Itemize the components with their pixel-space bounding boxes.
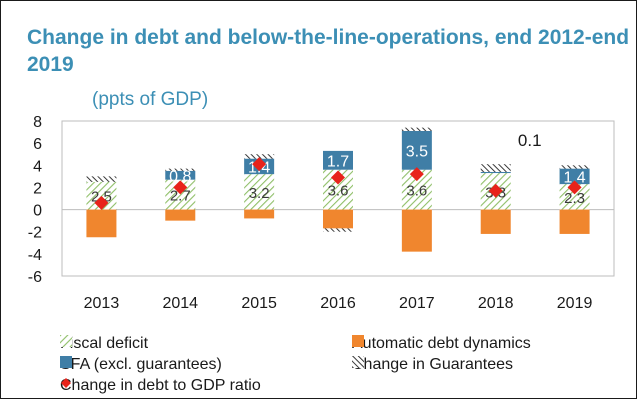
debt-ratio-marker xyxy=(94,195,109,210)
y-tick-label: 2 xyxy=(33,180,42,197)
sfa-bar xyxy=(480,171,511,174)
hatched-green-swatch-icon xyxy=(60,335,72,347)
legend-label: Change in Guarantees xyxy=(352,356,513,373)
debt-ratio-marker xyxy=(173,180,188,195)
automatic-debt-dynamics-bar xyxy=(559,209,590,234)
automatic-debt-dynamics-bar xyxy=(401,209,432,252)
sfa-data-label: 0.1 xyxy=(518,131,542,150)
y-tick-label: 8 xyxy=(33,114,42,131)
x-tick-label: 2014 xyxy=(162,295,198,312)
sfa-bar xyxy=(165,170,196,180)
x-tick-label: 2017 xyxy=(399,295,435,312)
debt-ratio-marker xyxy=(331,170,345,185)
y-tick-label: -2 xyxy=(28,225,42,242)
automatic-debt-dynamics-bar xyxy=(480,209,511,234)
guarantees-bar xyxy=(86,176,117,182)
sfa-data-label: 0.8 xyxy=(169,168,191,185)
legend-item-sfa: SFA (excl. guarantees) xyxy=(60,356,222,374)
legend-label: Automatic debt dynamics xyxy=(352,335,531,352)
fiscal-deficit-data-label: 3.6 xyxy=(406,183,427,200)
hatched-black-swatch-icon xyxy=(352,356,364,368)
fiscal-deficit-data-label: 2.7 xyxy=(170,188,191,205)
y-tick-label: 4 xyxy=(33,158,42,175)
debt-ratio-marker xyxy=(488,183,503,198)
x-tick-label: 2015 xyxy=(241,295,277,312)
fiscal-deficit-data-label: 2.3 xyxy=(564,190,585,207)
sfa-bar xyxy=(401,130,432,170)
fiscal-deficit-bar xyxy=(244,174,275,210)
x-tick-label: 2019 xyxy=(557,295,593,312)
legend-item-change-in-debt: Change in debt to GDP ratio xyxy=(60,377,261,395)
x-tick-label: 2016 xyxy=(320,295,356,312)
debt-ratio-marker xyxy=(252,157,267,172)
chart-subtitle: (ppts of GDP) xyxy=(92,89,209,110)
y-tick-label: 0 xyxy=(33,203,42,220)
y-tick-label: 6 xyxy=(33,136,42,153)
legend-item-automatic-debt-dynamics: Automatic debt dynamics xyxy=(352,335,531,353)
fiscal-deficit-data-label: 3.2 xyxy=(249,185,270,202)
legend-label: SFA (excl. guarantees) xyxy=(60,356,222,373)
automatic-debt-dynamics-bar xyxy=(244,209,275,219)
guarantees-bar xyxy=(244,154,275,159)
legend-item-change-in-guarantees: Change in Guarantees xyxy=(352,356,513,374)
automatic-debt-dynamics-bar xyxy=(165,209,196,221)
sfa-bar xyxy=(559,168,590,185)
guarantees-bar xyxy=(323,228,353,232)
legend-item-fiscal-deficit: Fiscal deficit xyxy=(60,335,148,353)
automatic-debt-dynamics-bar xyxy=(323,209,353,229)
legend-label: Change in debt to GDP ratio xyxy=(60,377,261,394)
fiscal-deficit-data-label: 3.6 xyxy=(328,183,349,200)
sfa-data-label: 3.5 xyxy=(406,143,428,160)
debt-ratio-marker xyxy=(567,180,582,195)
x-tick-label: 2013 xyxy=(84,295,120,312)
x-tick-label: 2018 xyxy=(478,295,514,312)
legend-label: Fiscal deficit xyxy=(60,335,149,352)
guarantees-bar xyxy=(165,168,196,171)
y-tick-label: -4 xyxy=(28,247,42,264)
automatic-debt-dynamics-bar xyxy=(86,209,117,238)
guarantees-bar xyxy=(401,127,432,131)
debt-ratio-marker xyxy=(409,167,424,182)
y-tick-label: -6 xyxy=(28,269,42,286)
blue-swatch-icon xyxy=(60,356,72,368)
chart-title: Change in debt and below-the-line-operat… xyxy=(27,26,630,76)
red-diamond-icon xyxy=(61,378,71,388)
sfa-data-label: 1.4 xyxy=(563,169,585,186)
plot-area xyxy=(61,120,615,277)
orange-swatch-icon xyxy=(352,335,364,347)
sfa-data-label: 1.7 xyxy=(327,153,349,170)
guarantees-bar xyxy=(559,165,590,169)
guarantees-bar xyxy=(480,164,511,172)
sfa-bar xyxy=(323,150,353,170)
